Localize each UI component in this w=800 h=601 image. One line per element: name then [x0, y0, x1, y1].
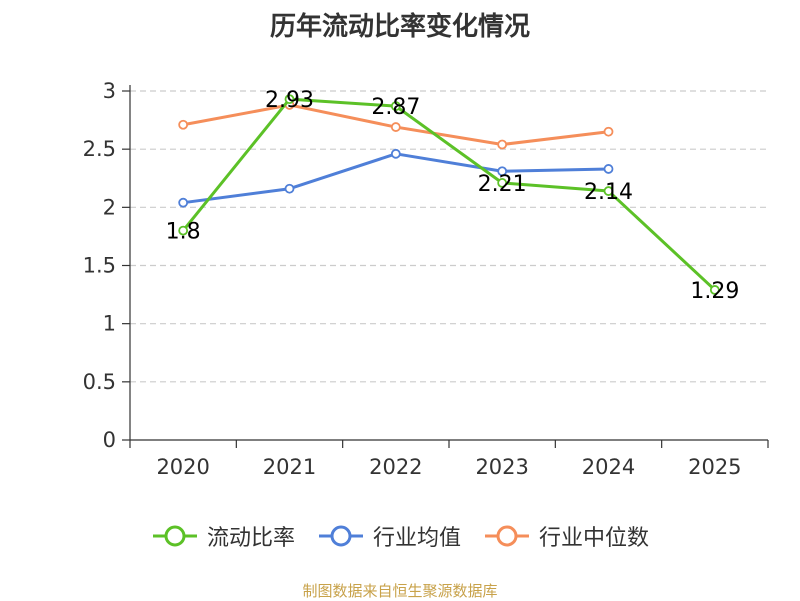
legend-item-current-ratio[interactable]: 流动比率 [151, 520, 295, 552]
data-point [284, 183, 295, 194]
data-point [178, 197, 189, 208]
legend-line-marker-icon [485, 525, 529, 547]
data-point [178, 225, 189, 236]
data-point [603, 164, 614, 174]
x-tick-label: 2025 [688, 455, 741, 479]
data-point [603, 126, 614, 137]
data-label: 1.8 [166, 220, 201, 245]
data-point [284, 94, 295, 105]
legend-line-marker-icon [152, 525, 197, 547]
data-point [497, 166, 508, 177]
chart-title: 历年流动比率变化情况 [269, 12, 530, 42]
legend-label: 行业中位数 [539, 526, 650, 551]
legend-item-industry-mean[interactable]: 行业均值 [317, 520, 461, 552]
legend-item-industry-median[interactable]: 行业中位数 [483, 520, 649, 552]
x-tick-label: 2020 [156, 455, 209, 479]
data-point [603, 186, 614, 196]
y-tick-label: 1 [103, 312, 116, 336]
data-point [709, 285, 720, 295]
y-tick-label: 0 [103, 428, 116, 452]
data-labels: 1.8 2.93 2.87 2.21 2.14 1.29 [166, 88, 740, 304]
data-point [178, 119, 189, 130]
legend-label: 行业均值 [372, 526, 461, 551]
data-label: 2.87 [371, 95, 420, 120]
y-tick-label: 1.5 [83, 254, 116, 278]
legend: 流动比率 行业均值 行业中位数 [0, 520, 800, 552]
legend-label: 流动比率 [206, 526, 295, 551]
x-tick-label: 2021 [263, 455, 316, 479]
legend-line-marker-icon [318, 525, 363, 547]
series-line-1 [182, 152, 609, 205]
x-tick-label: 2024 [582, 455, 635, 479]
series-line-0 [182, 97, 716, 292]
data-label: 2.21 [478, 172, 527, 197]
axes: 0 0.5 1 1.5 2 2.5 3 2020 2021 2022 2023 2024 2025 [83, 79, 769, 479]
data-label: 2.14 [584, 180, 633, 205]
x-tick-label: 2022 [369, 455, 422, 479]
data-label: 2.93 [265, 88, 314, 113]
y-tick-label: 0.5 [83, 370, 116, 394]
data-point [390, 122, 401, 132]
data-label: 1.29 [690, 279, 739, 304]
source-note: 制图数据来自恒生聚源数据库 [302, 582, 498, 600]
y-tick-label: 2 [103, 195, 116, 219]
data-point [390, 148, 401, 159]
data-point [497, 139, 508, 150]
x-tick-label: 2023 [475, 455, 528, 479]
grid-lines [130, 90, 768, 383]
data-point [390, 101, 401, 112]
y-tick-label: 2.5 [83, 137, 116, 161]
data-point [497, 178, 508, 188]
y-tick-label: 3 [103, 79, 116, 103]
series-lines [178, 94, 720, 295]
